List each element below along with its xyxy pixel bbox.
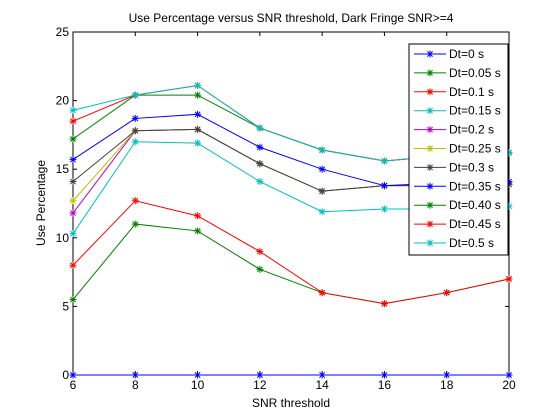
legend-marker bbox=[426, 201, 434, 209]
legend: Dt=0 s Dt=0.05 s Dt=0.1 s Dt=0.15 s Dt=0.2 s… bbox=[408, 43, 509, 256]
data-point bbox=[69, 117, 77, 125]
y-axis-title: Use Percentage bbox=[34, 160, 48, 246]
data-point bbox=[131, 371, 139, 379]
legend-marker bbox=[426, 239, 434, 247]
data-point bbox=[69, 178, 77, 186]
y-tick-label: 25 bbox=[56, 25, 70, 39]
x-tick-label: 18 bbox=[440, 378, 454, 392]
legend-marker bbox=[426, 50, 434, 58]
x-tick-label: 14 bbox=[315, 378, 329, 392]
x-tick-label: 20 bbox=[502, 378, 516, 392]
data-point bbox=[256, 371, 264, 379]
y-tick-label: 10 bbox=[56, 231, 70, 245]
data-point bbox=[318, 165, 326, 173]
data-point bbox=[194, 91, 202, 99]
x-tick-label: 12 bbox=[253, 378, 267, 392]
legend-label: Dt=0.5 s bbox=[449, 236, 494, 250]
data-point bbox=[69, 156, 77, 164]
data-point bbox=[380, 157, 388, 165]
data-point bbox=[256, 178, 264, 186]
data-point bbox=[194, 227, 202, 235]
data-point bbox=[318, 371, 326, 379]
data-point bbox=[256, 124, 264, 132]
data-point bbox=[69, 135, 77, 143]
data-point bbox=[256, 248, 264, 256]
legend-label: Dt=0 s bbox=[449, 47, 484, 61]
data-point bbox=[194, 371, 202, 379]
x-tick-label: 6 bbox=[70, 378, 77, 392]
x-tick-label: 10 bbox=[191, 378, 205, 392]
data-point bbox=[194, 212, 202, 220]
data-point bbox=[69, 106, 77, 114]
legend-label: Dt=0.35 s bbox=[449, 179, 501, 193]
legend-marker bbox=[426, 107, 434, 115]
data-point bbox=[131, 197, 139, 205]
data-point bbox=[69, 371, 77, 379]
data-point bbox=[380, 300, 388, 308]
legend-label: Dt=0.2 s bbox=[449, 123, 494, 137]
data-point bbox=[69, 261, 77, 269]
legend-marker bbox=[426, 69, 434, 77]
data-point bbox=[505, 275, 513, 283]
data-point bbox=[131, 91, 139, 99]
data-point bbox=[256, 160, 264, 168]
legend-label: Dt=0.3 s bbox=[449, 160, 494, 174]
x-axis-title: SNR threshold bbox=[252, 396, 330, 410]
data-point bbox=[256, 265, 264, 273]
legend-label: Dt=0.15 s bbox=[449, 104, 501, 118]
legend-marker bbox=[426, 220, 434, 228]
data-point bbox=[256, 143, 264, 151]
data-point bbox=[318, 208, 326, 216]
data-point bbox=[194, 125, 202, 133]
data-point bbox=[69, 230, 77, 238]
data-point bbox=[443, 371, 451, 379]
series-line bbox=[72, 200, 510, 305]
data-point bbox=[443, 289, 451, 297]
x-tick-label: 8 bbox=[132, 378, 139, 392]
data-point bbox=[318, 289, 326, 297]
data-point bbox=[380, 205, 388, 213]
data-point bbox=[505, 371, 513, 379]
data-point bbox=[194, 82, 202, 90]
legend-label: Dt=0.05 s bbox=[449, 66, 501, 80]
data-point bbox=[194, 139, 202, 147]
legend-marker bbox=[426, 163, 434, 171]
y-tick-label: 20 bbox=[56, 94, 70, 108]
data-point bbox=[69, 296, 77, 304]
legend-marker bbox=[426, 182, 434, 190]
data-point bbox=[69, 197, 77, 205]
legend-box bbox=[408, 43, 509, 256]
data-point bbox=[131, 127, 139, 135]
legend-label: Dt=0.40 s bbox=[449, 198, 501, 212]
y-tick-label: 0 bbox=[62, 368, 69, 382]
legend-marker bbox=[426, 126, 434, 134]
data-point bbox=[131, 138, 139, 146]
data-point bbox=[69, 209, 77, 217]
legend-label: Dt=0.45 s bbox=[449, 217, 501, 231]
y-tick-label: 5 bbox=[62, 299, 69, 313]
y-tick-label: 15 bbox=[56, 162, 70, 176]
data-point bbox=[318, 187, 326, 195]
data-point bbox=[131, 220, 139, 228]
legend-marker bbox=[426, 145, 434, 152]
data-point bbox=[318, 146, 326, 154]
data-point bbox=[194, 110, 202, 118]
x-tick-label: 16 bbox=[378, 378, 392, 392]
legend-marker bbox=[426, 88, 434, 96]
data-point bbox=[131, 114, 139, 122]
chart-title: Use Percentage versus SNR threshold, Dar… bbox=[129, 11, 454, 25]
legend-label: Dt=0.25 s bbox=[449, 142, 501, 156]
data-point bbox=[380, 182, 388, 190]
legend-label: Dt=0.1 s bbox=[449, 85, 494, 99]
data-point bbox=[380, 371, 388, 379]
